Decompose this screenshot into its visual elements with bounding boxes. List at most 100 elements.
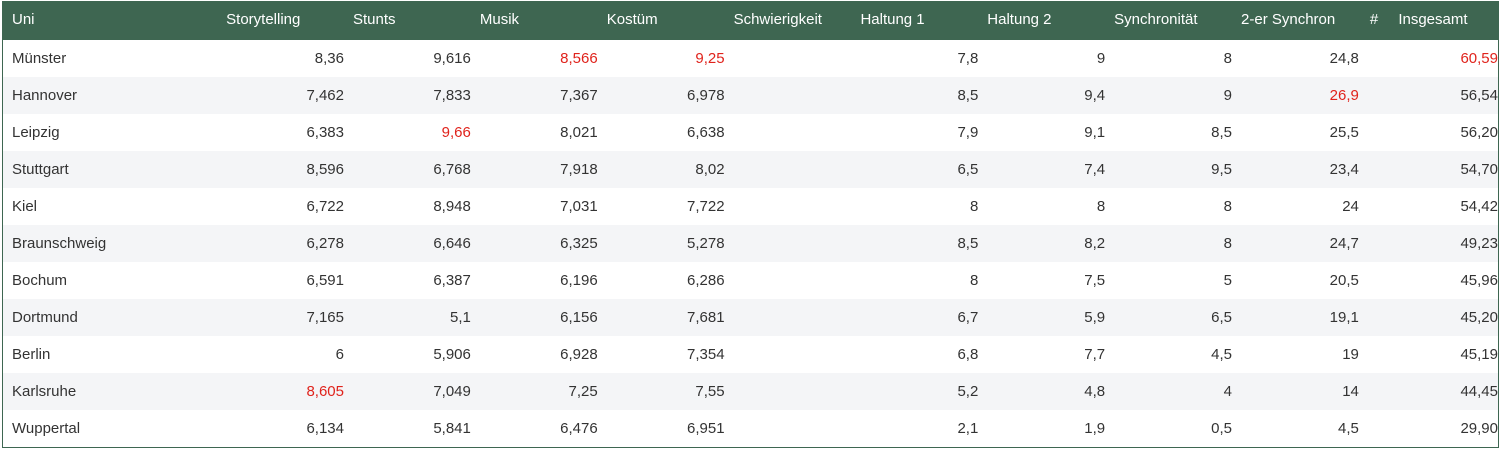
table-row: Leipzig 6,383 9,66 8,021 6,638 7,9 9,1 8,5 25,5 5…: [3, 114, 1498, 151]
cell-musik: 7,25: [568, 383, 598, 400]
column-header-insgesamt[interactable]: Insgesamt: [1398, 11, 1468, 28]
cell-insgesamt: 45,20: [1460, 309, 1498, 326]
cell-schwierigkeit: [725, 410, 852, 447]
column-header-synchronitaet[interactable]: Synchronität: [1114, 11, 1198, 28]
cell-kostuem: 6,978: [687, 87, 725, 104]
column-header-musik[interactable]: Musik: [479, 11, 520, 28]
column-header-schwierigkeit[interactable]: Schwierigkeit: [733, 11, 822, 28]
results-table: Uni Storytelling Stunts Musik Kostüm Sch…: [3, 2, 1498, 447]
cell-schwierigkeit: [725, 225, 852, 262]
cell-storytelling: 6,134: [306, 420, 344, 437]
cell-kostuem: 9,25: [695, 50, 725, 67]
cell-synchron2: 24,7: [1329, 235, 1359, 252]
table-row: Münster 8,36 9,616 8,566 9,25 7,8 9 8 24,8 60,59: [3, 40, 1498, 77]
cell-haltung2: 9,4: [1084, 87, 1106, 104]
cell-musik: 7,918: [560, 161, 598, 178]
cell-haltung1: 6,8: [957, 346, 979, 363]
cell-haltung2: 8: [1096, 198, 1106, 215]
cell-haltung2: 9: [1096, 50, 1106, 67]
cell-synchron2: 20,5: [1329, 272, 1359, 289]
cell-synchronitaet: 0,5: [1211, 420, 1233, 437]
cell-uni: Braunschweig: [12, 235, 107, 252]
cell-uni: Kiel: [12, 198, 38, 215]
cell-storytelling: 6,591: [306, 272, 344, 289]
cell-schwierigkeit: [725, 336, 852, 373]
cell-kostuem: 6,638: [687, 124, 725, 141]
cell-stunts: 5,906: [433, 346, 471, 363]
cell-kostuem: 6,286: [687, 272, 725, 289]
cell-hash: [1359, 225, 1389, 262]
table-row: Berlin 6 5,906 6,928 7,354 6,8 7,7 4,5 19 45,19: [3, 336, 1498, 373]
column-header-hash[interactable]: #: [1369, 11, 1379, 28]
cell-synchronitaet: 9,5: [1211, 161, 1233, 178]
cell-insgesamt: 44,45: [1460, 383, 1498, 400]
table-row: Braunschweig 6,278 6,646 6,325 5,278 8,5 8,2 8 2…: [3, 225, 1498, 262]
column-header-kostuem[interactable]: Kostüm: [606, 11, 658, 28]
cell-schwierigkeit: [725, 262, 852, 299]
table-row: Hannover 7,462 7,833 7,367 6,978 8,5 9,4 9 26,9 5…: [3, 77, 1498, 114]
cell-synchronitaet: 8: [1223, 50, 1233, 67]
table-row: Bochum 6,591 6,387 6,196 6,286 8 7,5 5 20,5 45,96: [3, 262, 1498, 299]
cell-stunts: 8,948: [433, 198, 471, 215]
cell-haltung1: 8: [969, 272, 979, 289]
cell-synchronitaet: 5: [1223, 272, 1233, 289]
cell-kostuem: 7,354: [687, 346, 725, 363]
cell-schwierigkeit: [725, 151, 852, 188]
cell-storytelling: 7,165: [306, 309, 344, 326]
cell-schwierigkeit: [725, 114, 852, 151]
cell-haltung1: 8,5: [957, 87, 979, 104]
cell-musik: 6,476: [560, 420, 598, 437]
column-header-haltung1[interactable]: Haltung 1: [860, 11, 925, 28]
cell-insgesamt: 60,59: [1460, 50, 1498, 67]
cell-haltung1: 6,7: [957, 309, 979, 326]
column-header-storytelling[interactable]: Storytelling: [226, 11, 301, 28]
cell-haltung1: 6,5: [957, 161, 979, 178]
cell-synchron2: 24,8: [1329, 50, 1359, 67]
cell-insgesamt: 45,19: [1460, 346, 1498, 363]
cell-synchronitaet: 8,5: [1211, 124, 1233, 141]
cell-musik: 8,566: [560, 50, 598, 67]
column-header-haltung2[interactable]: Haltung 2: [987, 11, 1052, 28]
cell-stunts: 5,1: [450, 309, 471, 326]
cell-synchron2: 14: [1342, 383, 1359, 400]
cell-uni: Karlsruhe: [12, 383, 77, 400]
cell-kostuem: 6,951: [687, 420, 725, 437]
cell-stunts: 9,616: [433, 50, 471, 67]
cell-synchronitaet: 4,5: [1211, 346, 1233, 363]
cell-musik: 8,021: [560, 124, 598, 141]
table-row: Wuppertal 6,134 5,841 6,476 6,951 2,1 1,9 0,5 4,…: [3, 410, 1498, 447]
cell-haltung1: 8,5: [957, 235, 979, 252]
cell-haltung1: 2,1: [957, 420, 979, 437]
cell-haltung2: 4,8: [1084, 383, 1106, 400]
column-header-uni[interactable]: Uni: [12, 11, 35, 28]
cell-haltung2: 7,4: [1084, 161, 1106, 178]
cell-storytelling: 6,722: [306, 198, 344, 215]
cell-insgesamt: 54,42: [1460, 198, 1498, 215]
cell-stunts: 6,387: [433, 272, 471, 289]
cell-synchron2: 26,9: [1329, 87, 1359, 104]
column-header-synchron2[interactable]: 2-er Synchron: [1241, 11, 1336, 28]
cell-storytelling: 6: [335, 346, 344, 363]
cell-insgesamt: 54,70: [1460, 161, 1498, 178]
cell-hash: [1359, 262, 1389, 299]
cell-schwierigkeit: [725, 40, 852, 77]
table-row: Kiel 6,722 8,948 7,031 7,722 8 8 8 24 54,42: [3, 188, 1498, 225]
cell-stunts: 6,646: [433, 235, 471, 252]
cell-uni: Bochum: [12, 272, 68, 289]
cell-haltung1: 7,8: [957, 50, 979, 67]
table-row: Karlsruhe 8,605 7,049 7,25 7,55 5,2 4,8 4 14 44,4…: [3, 373, 1498, 410]
cell-hash: [1359, 151, 1389, 188]
cell-hash: [1359, 299, 1389, 336]
cell-hash: [1359, 373, 1389, 410]
cell-uni: Dortmund: [12, 309, 78, 326]
column-header-stunts[interactable]: Stunts: [353, 11, 396, 28]
cell-hash: [1359, 40, 1389, 77]
cell-musik: 6,928: [560, 346, 598, 363]
cell-storytelling: 8,36: [314, 50, 344, 67]
cell-haltung2: 7,7: [1084, 346, 1106, 363]
cell-haltung1: 8: [969, 198, 979, 215]
cell-insgesamt: 49,23: [1460, 235, 1498, 252]
cell-hash: [1359, 410, 1389, 447]
cell-musik: 6,325: [560, 235, 598, 252]
